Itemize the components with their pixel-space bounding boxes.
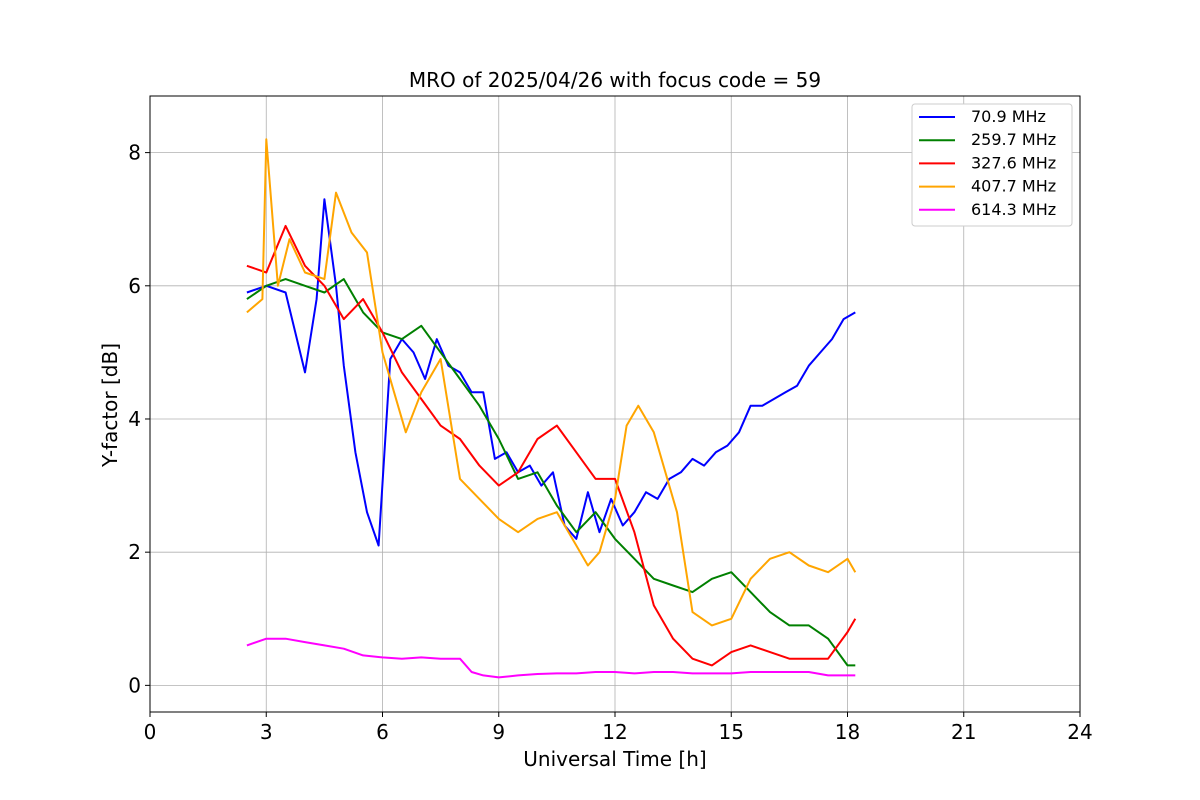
legend-entries: 70.9 MHz 259.7 MHz 327.6 MHz 407.7 MHz 614.3… — [919, 107, 1056, 219]
series-line-4 — [246, 637, 856, 679]
x-tick-label: 0 — [144, 720, 157, 744]
legend-label-0: 70.9 MHz — [971, 107, 1046, 126]
y-tick-label: 8 — [128, 141, 141, 165]
y-tick-label: 4 — [128, 407, 141, 431]
x-tick-label: 9 — [492, 720, 505, 744]
legend-label-3: 407.7 MHz — [971, 177, 1056, 196]
x-tick-label: 18 — [835, 720, 860, 744]
series-lines — [246, 138, 857, 679]
x-tick-label: 15 — [719, 720, 744, 744]
legend-label-4: 614.3 MHz — [971, 200, 1056, 219]
series-line-0 — [246, 198, 856, 547]
y-tick-label: 2 — [128, 540, 141, 564]
x-tick-label: 24 — [1067, 720, 1092, 744]
legend: 70.9 MHz 259.7 MHz 327.6 MHz 407.7 MHz 614.3… — [911, 103, 1073, 227]
series-line-1 — [246, 278, 856, 667]
series-line-3 — [246, 138, 857, 627]
legend-label-1: 259.7 MHz — [971, 130, 1056, 149]
x-tick-label: 12 — [602, 720, 627, 744]
legend-label-2: 327.6 MHz — [971, 153, 1056, 172]
x-tick-label: 21 — [951, 720, 976, 744]
y-axis-label: Y-factor [dB] — [98, 343, 122, 468]
series-line-2 — [246, 224, 857, 667]
x-tick-label: 3 — [260, 720, 273, 744]
x-axis-label: Universal Time [h] — [523, 747, 706, 771]
y-tick-label: 0 — [128, 673, 141, 697]
y-tick-label: 6 — [128, 274, 141, 298]
y-axis-ticks: 0 2 4 6 8 — [128, 141, 150, 697]
chart-title: MRO of 2025/04/26 with focus code = 59 — [409, 68, 821, 92]
x-axis-ticks: 0 3 6 9 12 15 18 21 24 — [144, 712, 1093, 744]
legend-box — [911, 103, 1073, 227]
x-tick-label: 6 — [376, 720, 389, 744]
